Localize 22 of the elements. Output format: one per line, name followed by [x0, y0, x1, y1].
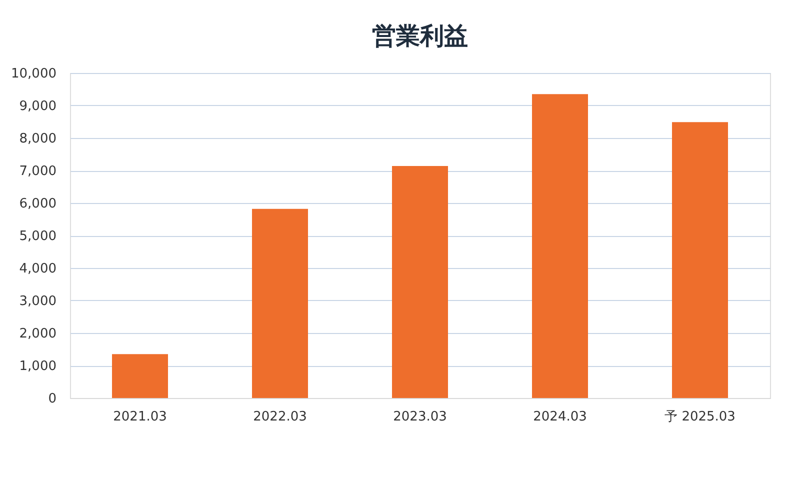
x-tick-label: 2021.03 — [113, 410, 167, 424]
y-tick-label: 5,000 — [19, 229, 56, 244]
y-tick-label: 10,000 — [11, 66, 56, 82]
y-tick-label: 6,000 — [19, 196, 56, 212]
bar — [532, 94, 588, 398]
bar — [252, 208, 308, 398]
x-tick-label: 2022.03 — [253, 410, 307, 424]
x-tick-label: 2023.03 — [393, 410, 447, 424]
y-tick-label: 2,000 — [19, 326, 56, 342]
y-tick-label: 1,000 — [19, 359, 56, 374]
y-tick-label: 0 — [48, 392, 56, 406]
y-tick-label: 4,000 — [19, 262, 56, 276]
y-tick-label: 8,000 — [19, 132, 56, 146]
x-tick-label: 予 2025.03 — [664, 410, 736, 424]
y-tick-label: 7,000 — [19, 164, 56, 179]
bar — [112, 354, 168, 398]
chart-title: 営業利益 — [372, 22, 468, 50]
y-tick-label: 9,000 — [19, 99, 56, 114]
bar — [672, 122, 728, 398]
x-tick-label: 2024.03 — [533, 410, 587, 424]
bar — [392, 166, 448, 398]
y-tick-label: 3,000 — [19, 294, 56, 309]
